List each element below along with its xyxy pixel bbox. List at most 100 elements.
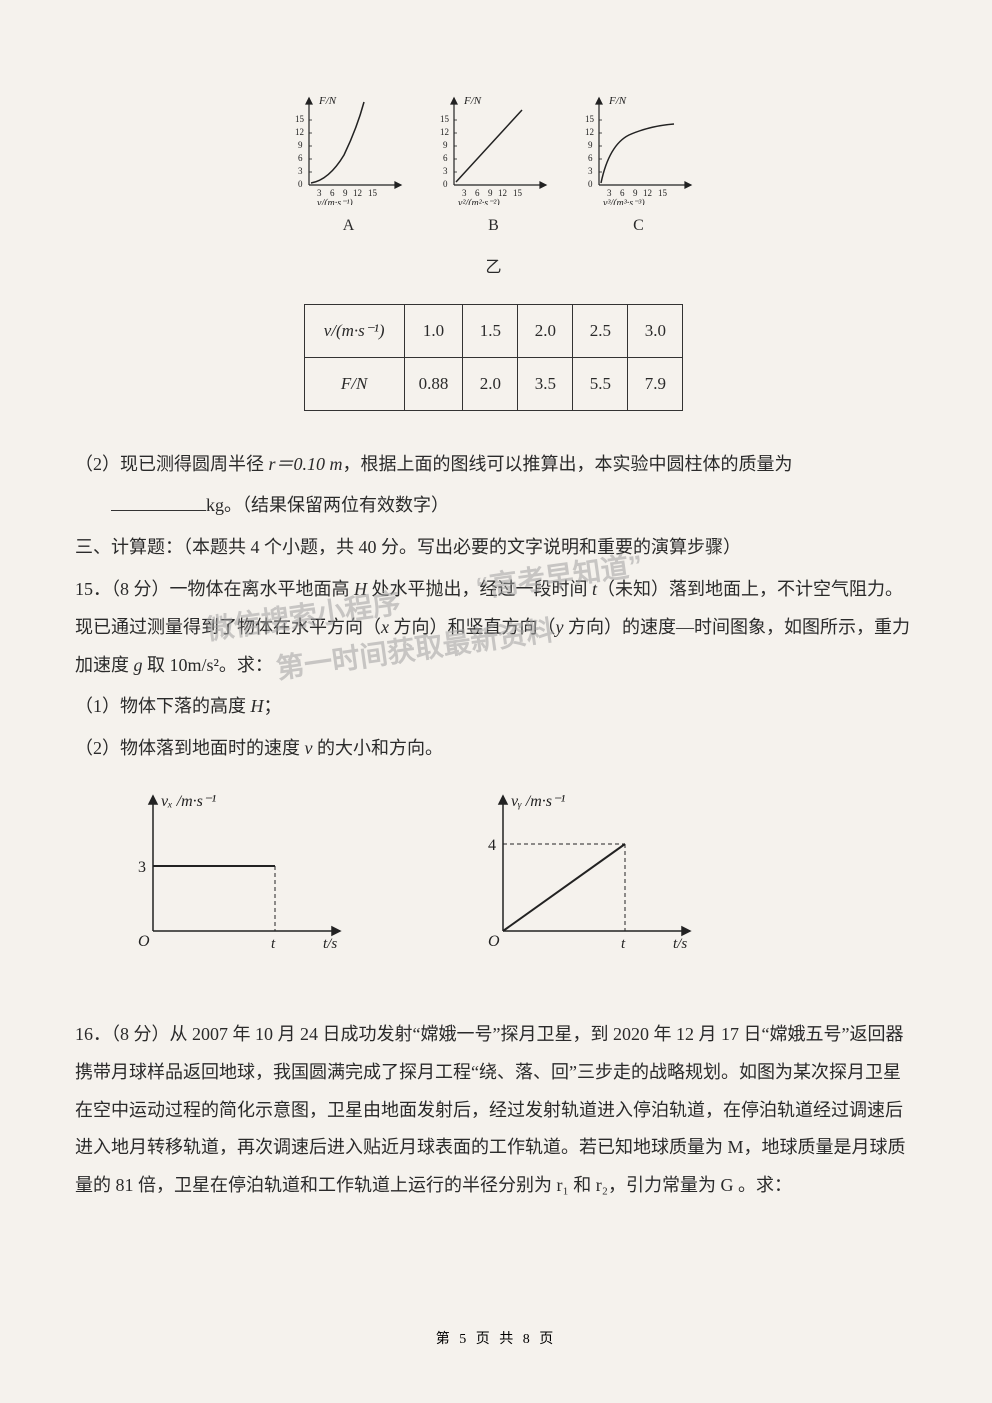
chart-a-letter: A — [343, 209, 355, 243]
q15-sub2-end: 的大小和方向。 — [313, 738, 444, 758]
table-cell: 2.0 — [518, 305, 573, 358]
q2-text-a: （2）现已测得圆周半径 — [75, 454, 269, 474]
table-row: F/N 0.88 2.0 3.5 5.5 7.9 — [304, 357, 683, 410]
chart-b: 0 3 6 9 12 15 3 6 9 12 15 — [434, 90, 554, 243]
table-cell: 7.9 — [628, 357, 683, 410]
q2-suffix: kg。（结果保留两位有效数字） — [206, 495, 449, 515]
q15-sub2-text: （2）物体落到地面时的速度 — [75, 738, 305, 758]
vy-xmark: t — [621, 936, 626, 952]
table-header-f: F/N — [304, 357, 404, 410]
svg-text:15: 15 — [513, 188, 523, 198]
q15-prefix: 15．（8 分）一物体在离水平地面高 — [75, 579, 354, 599]
svg-text:3: 3 — [317, 188, 322, 198]
svg-text:F/N: F/N — [318, 95, 337, 107]
q15-m1: 处水平抛出，经过一段时间 — [367, 579, 592, 599]
chart-a-xlabel: v/(m·s⁻¹) — [317, 198, 353, 205]
svg-text:12: 12 — [440, 127, 449, 137]
svg-text:12: 12 — [585, 127, 594, 137]
svg-text:6: 6 — [620, 188, 625, 198]
svg-text:3: 3 — [298, 166, 303, 176]
svg-text:6: 6 — [475, 188, 480, 198]
svg-text:6: 6 — [330, 188, 335, 198]
q2-r: r＝0.10 m — [269, 454, 343, 474]
svg-text:15: 15 — [658, 188, 668, 198]
table-cell: 3.5 — [518, 357, 573, 410]
svg-text:12: 12 — [295, 127, 304, 137]
table-cell: 1.5 — [463, 305, 518, 358]
svg-text:3: 3 — [462, 188, 467, 198]
vx-xmark: t — [271, 936, 276, 952]
vy-xlabel: t/s — [673, 936, 687, 952]
vx-ylabel: vₓ /m·s⁻¹ — [161, 793, 216, 810]
chart-c: 0 3 6 9 12 15 3 6 9 12 15 — [579, 90, 699, 243]
svg-text:F/N: F/N — [463, 95, 482, 107]
svg-text:9: 9 — [443, 140, 448, 150]
table-row: v/(m·s⁻¹) 1.0 1.5 2.0 2.5 3.0 — [304, 305, 683, 358]
q2-text-b: ，根据上面的图线可以推算出，本实验中圆柱体的质量为 — [343, 454, 793, 474]
svg-text:9: 9 — [298, 140, 303, 150]
svg-text:6: 6 — [443, 153, 448, 163]
velocity-charts: vₓ /m·s⁻¹ 3 t t/s O vᵧ /m·s⁻¹ 4 t t/s O — [125, 786, 912, 956]
svg-text:0: 0 — [588, 179, 593, 189]
svg-text:0: 0 — [298, 179, 303, 189]
svg-text:12: 12 — [353, 188, 362, 198]
q15-sub1-end: ； — [264, 696, 282, 716]
svg-text:9: 9 — [588, 140, 593, 150]
q15-x: x — [381, 617, 389, 637]
svg-text:12: 12 — [643, 188, 652, 198]
svg-text:6: 6 — [588, 153, 593, 163]
data-table: v/(m·s⁻¹) 1.0 1.5 2.0 2.5 3.0 F/N 0.88 2… — [304, 304, 684, 410]
table-cell: 0.88 — [404, 357, 463, 410]
yi-label: 乙 — [75, 251, 912, 285]
q15-H: H — [354, 579, 367, 599]
q2-line2: kg。（结果保留两位有效数字） — [75, 487, 912, 525]
q15-body: 15．（8 分）一物体在离水平地面高 H 处水平抛出，经过一段时间 t（未知）落… — [75, 571, 912, 684]
svg-text:9: 9 — [343, 188, 348, 198]
q16-body: 16．（8 分）从 2007 年 10 月 24 日成功发射“嫦娥一号”探月卫星… — [75, 1016, 912, 1205]
svg-text:15: 15 — [295, 114, 305, 124]
q15-sub2-v: v — [305, 738, 313, 758]
vx-origin: O — [138, 933, 150, 950]
svg-text:9: 9 — [488, 188, 493, 198]
svg-text:15: 15 — [585, 114, 595, 124]
table-header-v: v/(m·s⁻¹) — [304, 305, 404, 358]
svg-text:0: 0 — [443, 179, 448, 189]
page-footer: 第 5 页 共 8 页 — [0, 1328, 992, 1348]
q2-line1: （2）现已测得圆周半径 r＝0.10 m，根据上面的图线可以推算出，本实验中圆柱… — [75, 446, 912, 484]
chart-b-letter: B — [488, 209, 499, 243]
q15-sub1: （1）物体下落的高度 H； — [75, 688, 912, 726]
q15-m5: 取 10m/s²。求： — [143, 655, 273, 675]
vy-yvalue: 4 — [488, 837, 496, 854]
q15-sub2: （2）物体落到地面时的速度 v 的大小和方向。 — [75, 730, 912, 768]
vx-yvalue: 3 — [138, 859, 146, 876]
table-cell: 2.5 — [573, 305, 628, 358]
q15-m3: 方向）和竖直方向（ — [389, 617, 556, 637]
svg-text:9: 9 — [633, 188, 638, 198]
chart-a: 0 3 6 9 12 15 3 6 9 12 15 — [289, 90, 409, 243]
q15-y: y — [556, 617, 564, 637]
svg-text:15: 15 — [368, 188, 378, 198]
chart-b-xlabel: v²/(m²·s⁻²) — [458, 198, 500, 205]
svg-text:12: 12 — [498, 188, 507, 198]
vx-xlabel: t/s — [323, 936, 337, 952]
q15-g: g — [134, 655, 143, 675]
svg-text:15: 15 — [440, 114, 450, 124]
table-cell: 3.0 — [628, 305, 683, 358]
section3-heading: 三、计算题：（本题共 4 个小题，共 40 分。写出必要的文字说明和重要的演算步… — [75, 529, 912, 567]
svg-text:3: 3 — [588, 166, 593, 176]
vy-ylabel: vᵧ /m·s⁻¹ — [511, 793, 565, 810]
vy-chart: vᵧ /m·s⁻¹ 4 t t/s O — [475, 786, 705, 956]
chart-c-xlabel: v³/(m³·s⁻³) — [603, 198, 645, 205]
blank-input[interactable] — [111, 510, 206, 511]
svg-text:6: 6 — [298, 153, 303, 163]
svg-text:3: 3 — [443, 166, 448, 176]
q15-sub1-text: （1）物体下落的高度 — [75, 696, 251, 716]
q15-sub1-H: H — [251, 696, 264, 716]
chart-c-letter: C — [633, 209, 644, 243]
mini-charts-row: 0 3 6 9 12 15 3 6 9 12 15 — [75, 90, 912, 243]
table-cell: 5.5 — [573, 357, 628, 410]
table-cell: 1.0 — [404, 305, 463, 358]
vx-chart: vₓ /m·s⁻¹ 3 t t/s O — [125, 786, 355, 956]
vy-origin: O — [488, 933, 500, 950]
table-cell: 2.0 — [463, 357, 518, 410]
